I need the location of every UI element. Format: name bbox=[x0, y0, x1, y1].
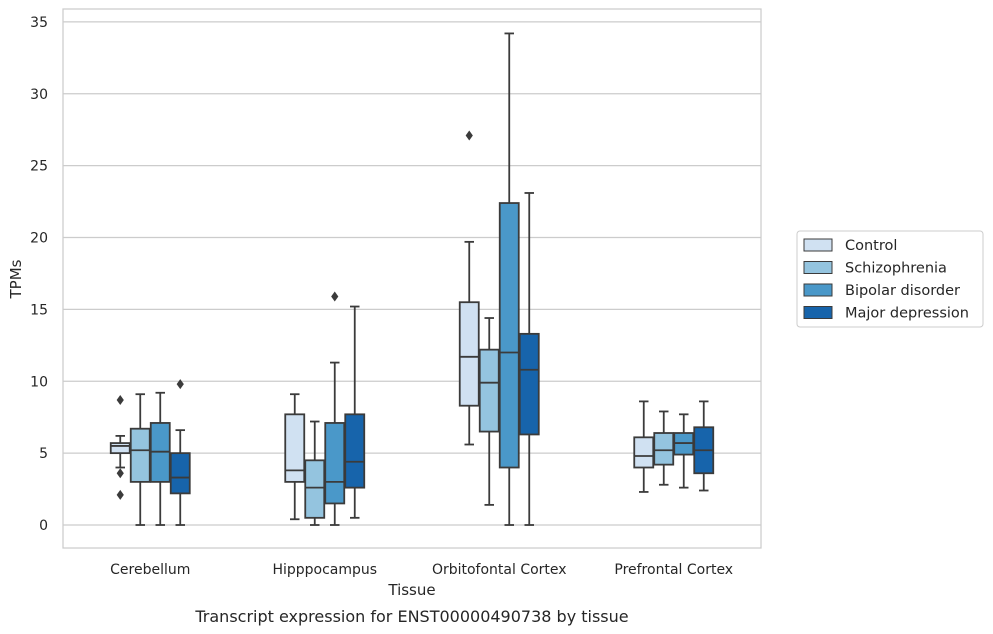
y-tick-label: 10 bbox=[30, 374, 48, 390]
box bbox=[284, 413, 306, 483]
legend-swatch bbox=[803, 306, 833, 319]
y-tick-label: 15 bbox=[30, 302, 48, 318]
outlier-point bbox=[331, 291, 339, 302]
box bbox=[304, 459, 326, 519]
box bbox=[109, 442, 131, 455]
x-axis-label: Tissue bbox=[387, 581, 435, 599]
x-tick-label: Prefrontal Cortex bbox=[614, 562, 733, 578]
box-group bbox=[458, 32, 540, 526]
outlier-point bbox=[465, 130, 473, 141]
legend-frame bbox=[796, 230, 984, 328]
legend-label: Major depression bbox=[845, 306, 969, 322]
legend-label: Schizophrenia bbox=[845, 261, 947, 277]
y-tick-labels: 0 5 10 15 20 25 30 35 bbox=[30, 15, 48, 534]
x-tick-label: Cerebellum bbox=[110, 562, 190, 578]
box-group bbox=[109, 379, 191, 526]
y-tick-label: 25 bbox=[30, 159, 48, 175]
box bbox=[169, 452, 191, 495]
box-group bbox=[284, 291, 366, 526]
box bbox=[498, 202, 520, 469]
outlier-point bbox=[116, 468, 124, 479]
legend-label: Control bbox=[845, 238, 897, 254]
legend-swatch bbox=[803, 238, 833, 252]
box bbox=[478, 348, 500, 433]
y-tick-label: 0 bbox=[39, 518, 48, 534]
box bbox=[344, 413, 366, 489]
legend-swatch bbox=[803, 283, 833, 297]
y-tick-label: 30 bbox=[30, 87, 48, 103]
box bbox=[324, 422, 346, 505]
box bbox=[518, 332, 540, 436]
box-group bbox=[633, 400, 715, 493]
y-tick-label: 20 bbox=[30, 231, 48, 247]
box bbox=[633, 436, 655, 469]
box bbox=[129, 427, 151, 483]
y-axis-label: TPMs bbox=[7, 259, 25, 299]
y-tick-label: 35 bbox=[30, 15, 48, 31]
outlier-point bbox=[116, 394, 124, 405]
legend-swatch bbox=[803, 261, 833, 274]
legend: Control Schizophrenia Bipolar disorder Majo… bbox=[796, 230, 984, 328]
chart-caption: Transcript expression for ENST0000049073… bbox=[194, 607, 628, 626]
box bbox=[653, 432, 675, 466]
legend-label: Bipolar disorder bbox=[845, 283, 960, 299]
outlier-point bbox=[116, 489, 124, 500]
x-tick-label: Orbitofontal Cortex bbox=[432, 562, 567, 578]
box bbox=[458, 301, 480, 407]
box-groups bbox=[109, 32, 715, 526]
x-tick-label: Hipppocampus bbox=[272, 562, 377, 578]
y-tick-label: 5 bbox=[39, 446, 48, 462]
outlier-point bbox=[176, 379, 184, 390]
x-tick-labels: Cerebellum Hipppocampus Orbitofontal Corte… bbox=[110, 562, 733, 578]
